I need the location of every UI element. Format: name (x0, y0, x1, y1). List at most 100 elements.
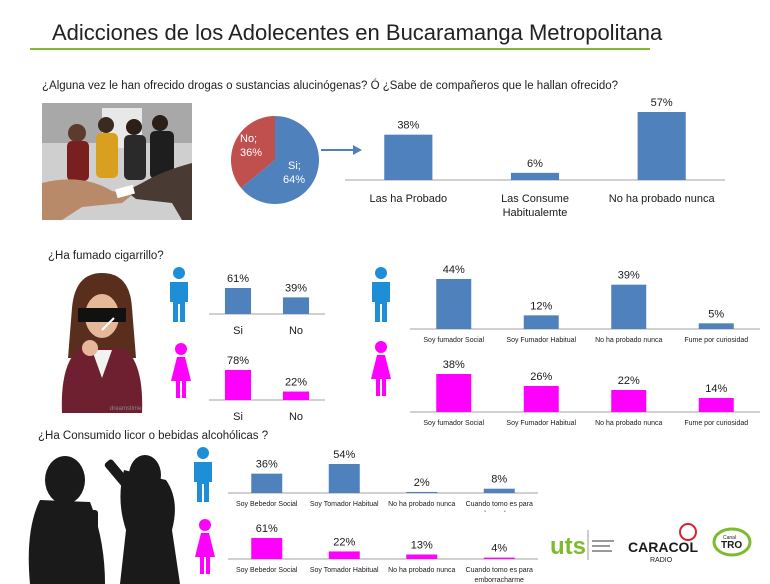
pie-slice-no (231, 116, 275, 189)
category-label: No ha probado nunca (609, 193, 716, 205)
bar-value-label: 22% (285, 377, 307, 389)
bar-value-label: 39% (618, 270, 640, 282)
male-icon (170, 267, 188, 322)
category-label: Si (233, 411, 243, 423)
category-label: Soy Bebedor Social (236, 567, 298, 574)
pie-offered: No; 36% Si; 64% (231, 116, 362, 204)
category-label: No ha probado nunca (388, 567, 455, 574)
title-underline (30, 48, 650, 50)
bar-value-label: 54% (333, 449, 355, 461)
bar-value-label: 44% (443, 264, 465, 276)
pie-no-value: 36% (240, 147, 262, 159)
pie-si-value: 64% (283, 174, 305, 186)
female-icon (195, 519, 215, 574)
category-label: emborracharme (475, 577, 525, 584)
bar-value-label: 78% (227, 355, 249, 367)
category-label: No (289, 325, 303, 337)
bar (483, 557, 515, 559)
bar (406, 554, 438, 559)
bar-value-label: 26% (530, 371, 552, 383)
photo-silhouettes-drinking (28, 455, 180, 584)
bar (698, 398, 734, 412)
category-label: emborracharme (475, 511, 525, 512)
tro-logo-sub: Canal (723, 535, 736, 541)
bar-value-label: 38% (443, 359, 465, 371)
bar (282, 297, 310, 314)
caracol-radio-logo: CARACOL RADIO (628, 523, 698, 564)
bar-value-label: 4% (491, 543, 507, 555)
caracol-logo-text: CARACOL (628, 539, 698, 555)
bar (523, 386, 559, 412)
category-label: Habitualemte (503, 207, 568, 219)
male-icon (372, 267, 390, 322)
bar-value-label: 61% (256, 523, 278, 535)
bar-value-label: 5% (708, 308, 724, 320)
category-label: Las ha Probado (369, 193, 447, 205)
bar-value-label: 13% (411, 540, 433, 552)
bar-value-label: 39% (285, 282, 307, 294)
bar (483, 488, 515, 493)
photo-girl-smoking: dreamstime (50, 268, 150, 413)
pie-slice-si (241, 116, 319, 204)
category-label: Soy Bebedor Social (236, 501, 298, 508)
bar (406, 491, 438, 493)
chart-smoked-female: 78% Si 22% No (209, 355, 325, 423)
bar (328, 551, 360, 559)
chart-smoker-type-female: 38% Soy fumador Social 26% Soy Fumador Habi… (410, 359, 760, 427)
bar-value-label: 12% (530, 300, 552, 312)
bar-value-label: 61% (227, 273, 249, 285)
bar (384, 134, 433, 180)
category-label: Cuando tomo es para (466, 567, 533, 574)
bar (328, 464, 360, 493)
category-label: Soy Fumador Habitual (506, 337, 576, 344)
bar (436, 374, 472, 412)
bar (510, 172, 560, 180)
bar (251, 473, 283, 493)
chart-drug-use: 38% Las ha Probado 6% Las Consume Habitualem… (345, 97, 725, 219)
question-cigarettes: ¿Ha fumado cigarrillo? (48, 250, 164, 262)
category-label: Cuando tomo es para (466, 501, 533, 508)
pie-si-label: Si; (288, 160, 301, 172)
caracol-logo-sub: RADIO (650, 557, 673, 564)
category-label: Fume por curiosidad (684, 337, 748, 344)
bar-value-label: 2% (414, 477, 430, 489)
pie-no-label: No; (240, 133, 257, 145)
female-icon (171, 343, 191, 398)
arrow-head-icon (353, 145, 362, 155)
question-alcohol: ¿Ha Consumido licor o bebidas alcohólica… (38, 430, 269, 442)
bar-value-label: 22% (618, 375, 640, 387)
bar (251, 538, 283, 559)
bar (637, 112, 686, 180)
category-label: Fume por curiosidad (684, 420, 748, 427)
category-label: Las Consume (501, 193, 569, 205)
bar (523, 315, 559, 329)
bar-value-label: 6% (527, 158, 543, 170)
bar (224, 288, 252, 314)
category-label: Soy Tomador Habitual (310, 567, 379, 574)
tro-logo-text: TRO (721, 540, 742, 551)
category-label: Soy fumador Social (423, 337, 484, 344)
category-label: No (289, 411, 303, 423)
category-label: Si (233, 325, 243, 337)
bar-value-label: 57% (651, 97, 673, 109)
male-icon (194, 447, 212, 502)
bar (611, 284, 647, 329)
bar (611, 390, 647, 412)
uts-logo: uts (550, 530, 614, 560)
category-label: No ha probado nunca (595, 337, 662, 344)
category-label: Soy Tomador Habitual (310, 501, 379, 508)
chart-smoked-male: 61% Si 39% No (209, 273, 325, 337)
bar-value-label: 36% (256, 459, 278, 471)
bar-value-label: 38% (397, 120, 419, 132)
category-label: No ha probado nunca (388, 501, 455, 508)
bar-value-label: 22% (333, 536, 355, 548)
photo-students-drugs (42, 103, 192, 220)
bar (436, 279, 472, 329)
category-label: No ha probado nunca (595, 420, 662, 427)
question-drugs: ¿Alguna vez le han ofrecido drogas o sus… (42, 80, 619, 92)
chart-alcohol-male: 36% Soy Bebedor Social 54% Soy Tomador Habi… (228, 449, 538, 512)
bar (224, 370, 252, 400)
watermark-text: dreamstime (110, 406, 142, 412)
category-label: Soy fumador Social (423, 420, 484, 427)
canal-tro-logo: Canal TRO (712, 527, 752, 557)
